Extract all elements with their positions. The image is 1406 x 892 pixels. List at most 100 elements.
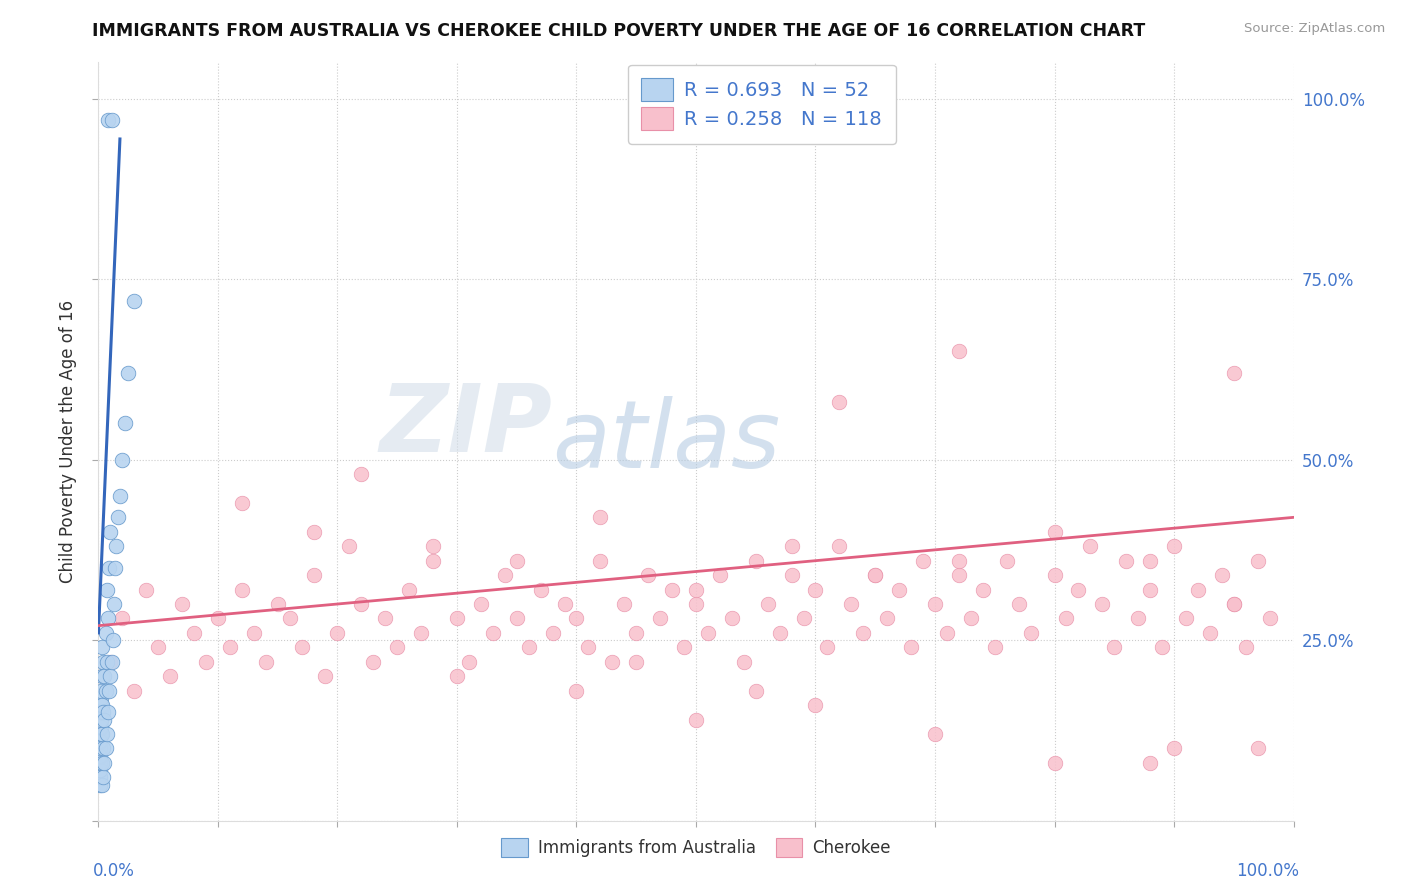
Point (207, 611, 229, 625)
Point (398, 582, 420, 597)
Text: Source: ZipAtlas.com: Source: ZipAtlas.com (1244, 22, 1385, 36)
Point (90, 720, 112, 734)
Point (889, 582, 911, 597)
Point (506, 611, 529, 625)
Point (1091, 597, 1114, 611)
Point (89, 748, 111, 763)
Point (231, 582, 253, 597)
Text: 100.0%: 100.0% (1236, 863, 1299, 880)
Point (267, 597, 290, 611)
Point (530, 582, 553, 597)
Point (565, 611, 588, 625)
Point (481, 626, 505, 640)
Point (733, 655, 755, 669)
Point (90, 683, 112, 698)
Point (768, 626, 790, 640)
Point (97, 113, 120, 128)
Point (98, 524, 122, 539)
Point (422, 539, 444, 553)
Point (148, 640, 170, 655)
Point (91, 770, 114, 784)
Point (114, 417, 136, 431)
Point (89, 756, 111, 770)
Point (89, 770, 111, 784)
Point (93, 713, 115, 727)
Point (1258, 611, 1281, 625)
Point (721, 611, 744, 625)
Point (96, 655, 118, 669)
Point (972, 582, 994, 597)
Point (841, 597, 863, 611)
Point (1043, 524, 1066, 539)
Point (91, 669, 114, 683)
Point (936, 626, 959, 640)
Point (219, 640, 242, 655)
Point (1104, 640, 1126, 655)
Point (1128, 611, 1150, 625)
Point (648, 611, 672, 625)
Point (98, 561, 121, 575)
Point (1223, 366, 1246, 380)
Point (745, 554, 768, 568)
Point (446, 669, 468, 683)
Point (1211, 568, 1233, 582)
Legend: Immigrants from Australia, Cherokee: Immigrants from Australia, Cherokee (492, 830, 900, 865)
Text: 0.0%: 0.0% (93, 863, 135, 880)
Point (673, 640, 696, 655)
Point (172, 597, 194, 611)
Point (804, 698, 827, 712)
Point (626, 626, 648, 640)
Point (1067, 582, 1090, 597)
Point (101, 633, 124, 648)
Point (98, 669, 122, 683)
Point (195, 655, 218, 669)
Point (90, 690, 112, 705)
Point (339, 539, 361, 553)
Point (89, 741, 111, 756)
Point (1115, 554, 1137, 568)
Point (90, 727, 112, 741)
Point (183, 626, 205, 640)
Point (1247, 554, 1270, 568)
Point (446, 611, 468, 625)
Point (1019, 626, 1042, 640)
Point (350, 597, 373, 611)
Point (697, 626, 720, 640)
Point (554, 597, 576, 611)
Point (494, 568, 516, 582)
Point (960, 611, 983, 625)
Point (685, 713, 707, 727)
Point (626, 655, 648, 669)
Point (506, 554, 529, 568)
Point (91, 698, 114, 712)
Point (104, 561, 127, 575)
Point (103, 597, 125, 611)
Point (135, 582, 157, 597)
Point (852, 626, 875, 640)
Point (231, 496, 253, 510)
Point (1043, 756, 1066, 770)
Point (90, 706, 112, 720)
Point (804, 582, 827, 597)
Point (96, 582, 118, 597)
Point (685, 582, 707, 597)
Point (911, 554, 934, 568)
Point (793, 611, 815, 625)
Point (1152, 640, 1174, 655)
Point (100, 113, 122, 128)
Point (1080, 539, 1102, 553)
Point (1056, 611, 1078, 625)
Point (1187, 582, 1209, 597)
Point (91, 778, 114, 792)
Point (602, 655, 624, 669)
Point (124, 293, 146, 308)
Point (1163, 741, 1185, 756)
Point (90, 698, 112, 712)
Point (948, 554, 970, 568)
Point (302, 524, 325, 539)
Point (780, 568, 803, 582)
Point (709, 568, 731, 582)
Point (111, 452, 134, 467)
Point (94, 626, 117, 640)
Text: atlas: atlas (553, 396, 780, 487)
